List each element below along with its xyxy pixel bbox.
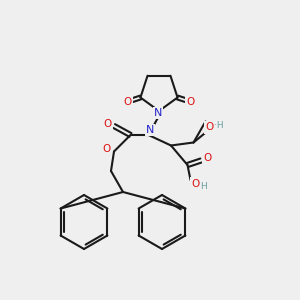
Text: ·H: ·H: [214, 122, 223, 130]
Text: O: O: [103, 118, 112, 129]
Text: H: H: [201, 182, 207, 191]
Text: O: O: [203, 153, 212, 164]
Text: N: N: [154, 108, 162, 118]
Text: N: N: [146, 125, 154, 135]
Text: O: O: [186, 97, 194, 107]
Text: O: O: [124, 97, 132, 107]
Text: O: O: [205, 122, 214, 133]
Text: O: O: [102, 143, 111, 154]
Text: O: O: [191, 178, 200, 189]
